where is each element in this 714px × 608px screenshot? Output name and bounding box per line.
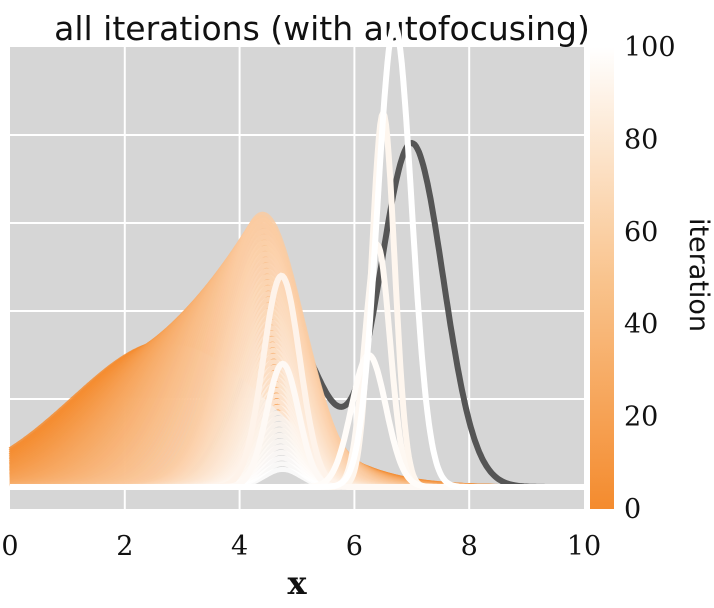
colorbar-tick-label: 80 [624, 124, 658, 155]
colorbar-tick-label: 60 [624, 217, 658, 248]
chart-title: all iterations (with autofocusing) [54, 9, 590, 48]
colorbar-tick-label: 40 [624, 309, 658, 340]
series-lines [8, 20, 584, 490]
colorbar [590, 47, 614, 509]
x-tick-label: 2 [116, 531, 133, 562]
colorbar-tick-label: 0 [624, 494, 641, 525]
colorbar-tick-label: 20 [624, 402, 658, 433]
colorbar-tick-label: 100 [624, 32, 676, 63]
x-tick-label: 10 [567, 531, 601, 562]
x-tick-label: 6 [346, 531, 363, 562]
x-axis-ticks: 0 2 4 6 8 10 [1, 531, 601, 562]
x-tick-label: 0 [1, 531, 18, 562]
colorbar-label: iteration [683, 218, 714, 332]
x-axis-label: x [287, 564, 307, 602]
x-tick-label: 8 [461, 531, 478, 562]
plot-area [8, 20, 584, 509]
iteration-spike-line [10, 20, 584, 490]
colorbar-ticks: 0 20 40 60 80 100 [624, 32, 676, 525]
x-tick-label: 4 [231, 531, 248, 562]
